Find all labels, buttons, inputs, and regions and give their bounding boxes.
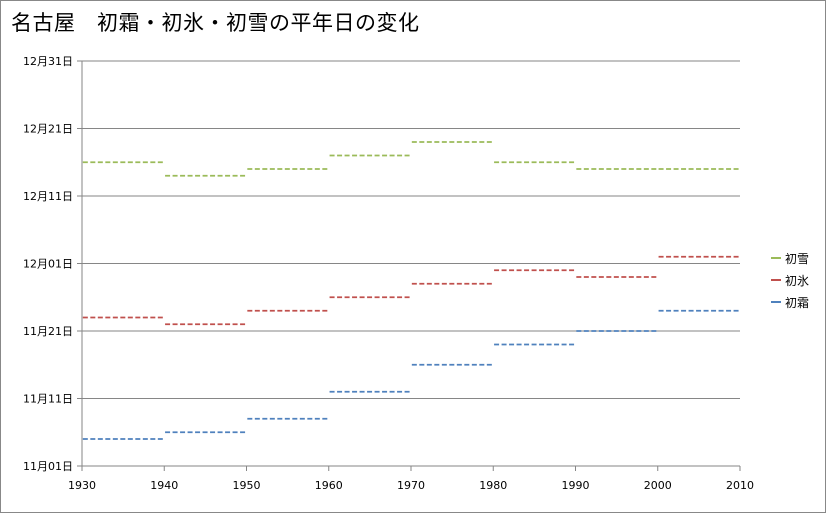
axes — [77, 60, 741, 471]
legend-item: 初氷 — [771, 269, 809, 291]
x-tick-label: 1940 — [150, 479, 178, 492]
y-tick-label: 11月21日 — [23, 325, 73, 338]
y-tick-label: 12月01日 — [23, 258, 73, 271]
chart-title: 名古屋 初霜・初氷・初雪の平年日の変化 — [11, 11, 420, 35]
legend-swatch — [771, 257, 781, 259]
grid-lines — [82, 60, 740, 399]
legend-label: 初氷 — [785, 273, 810, 288]
legend-swatch — [771, 279, 781, 281]
legend-label: 初雪 — [785, 251, 810, 266]
y-tick-labels: 11月01日 11月11日 11月21日 12月01日 12月11日 12月21日 12月3… — [23, 55, 73, 473]
x-tick-label: 1970 — [397, 479, 425, 492]
y-tick-label: 12月21日 — [23, 123, 73, 136]
series-2 — [82, 309, 741, 440]
x-tick-label: 1950 — [233, 479, 261, 492]
legend-item: 初霜 — [771, 291, 809, 313]
x-tick-label: 1930 — [68, 479, 96, 492]
x-tick-label: 1960 — [315, 479, 343, 492]
y-tick-label: 11月01日 — [23, 460, 73, 473]
y-tick-label: 12月11日 — [23, 190, 73, 203]
x-tick-label: 2000 — [644, 479, 672, 492]
x-tick-label: 2010 — [726, 479, 754, 492]
series-0 — [82, 141, 741, 177]
legend-item: 初雪 — [771, 247, 809, 269]
x-tick-label: 1980 — [479, 479, 507, 492]
x-tick-labels: 1930 1940 1950 1960 1970 1980 1990 2000 2010 — [68, 479, 754, 492]
y-tick-label: 12月31日 — [23, 55, 73, 68]
legend-label: 初霜 — [785, 295, 810, 310]
x-tick-label: 1990 — [562, 479, 590, 492]
y-tick-label: 11月11日 — [23, 393, 73, 406]
series-1 — [82, 255, 741, 326]
series-lines — [82, 141, 741, 440]
legend-swatch — [771, 301, 781, 303]
legend: 初雪 初氷 初霜 — [771, 247, 809, 313]
